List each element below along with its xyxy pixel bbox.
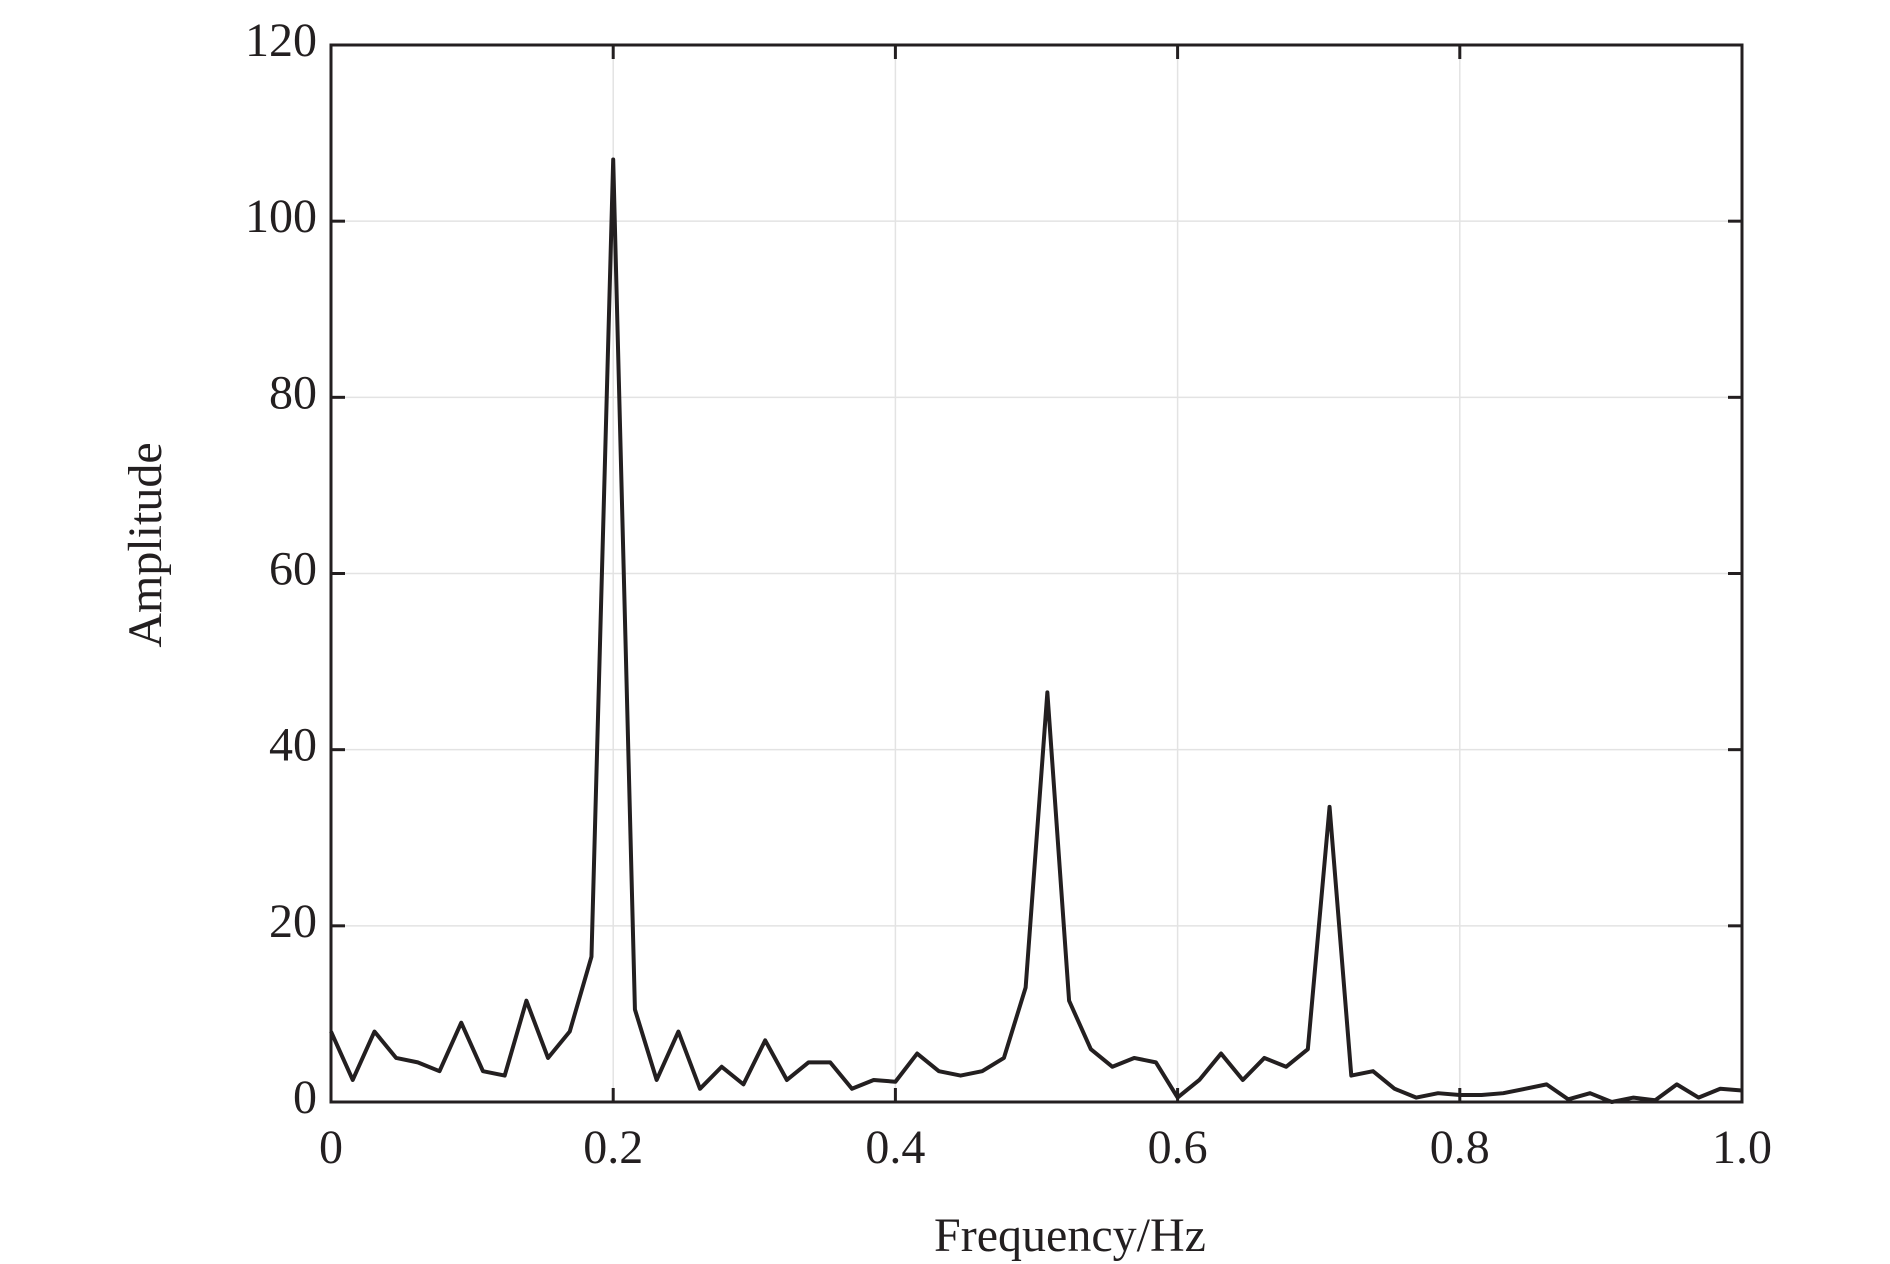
y-tick-label: 0 (293, 1071, 317, 1124)
x-tick-label: 0 (319, 1121, 343, 1174)
data-line (329, 157, 1743, 1104)
x-tick-label: 0.4 (865, 1121, 925, 1174)
y-tick-label: 100 (245, 190, 317, 243)
x-tick-label: 1.0 (1712, 1121, 1772, 1174)
y-axis-label: Amplitude (119, 442, 172, 647)
y-tick-label: 20 (269, 895, 317, 948)
y-tick-label: 120 (245, 14, 317, 67)
plot-frame (329, 43, 1744, 1104)
x-tick-label: 0.2 (583, 1121, 643, 1174)
y-tick-label: 80 (269, 366, 317, 419)
x-axis-label: Frequency/Hz (934, 1209, 1206, 1262)
y-tick-label: 40 (269, 719, 317, 772)
y-tick-label: 60 (269, 543, 317, 596)
x-tick-label: 0.8 (1430, 1121, 1490, 1174)
x-tick-label: 0.6 (1148, 1121, 1208, 1174)
